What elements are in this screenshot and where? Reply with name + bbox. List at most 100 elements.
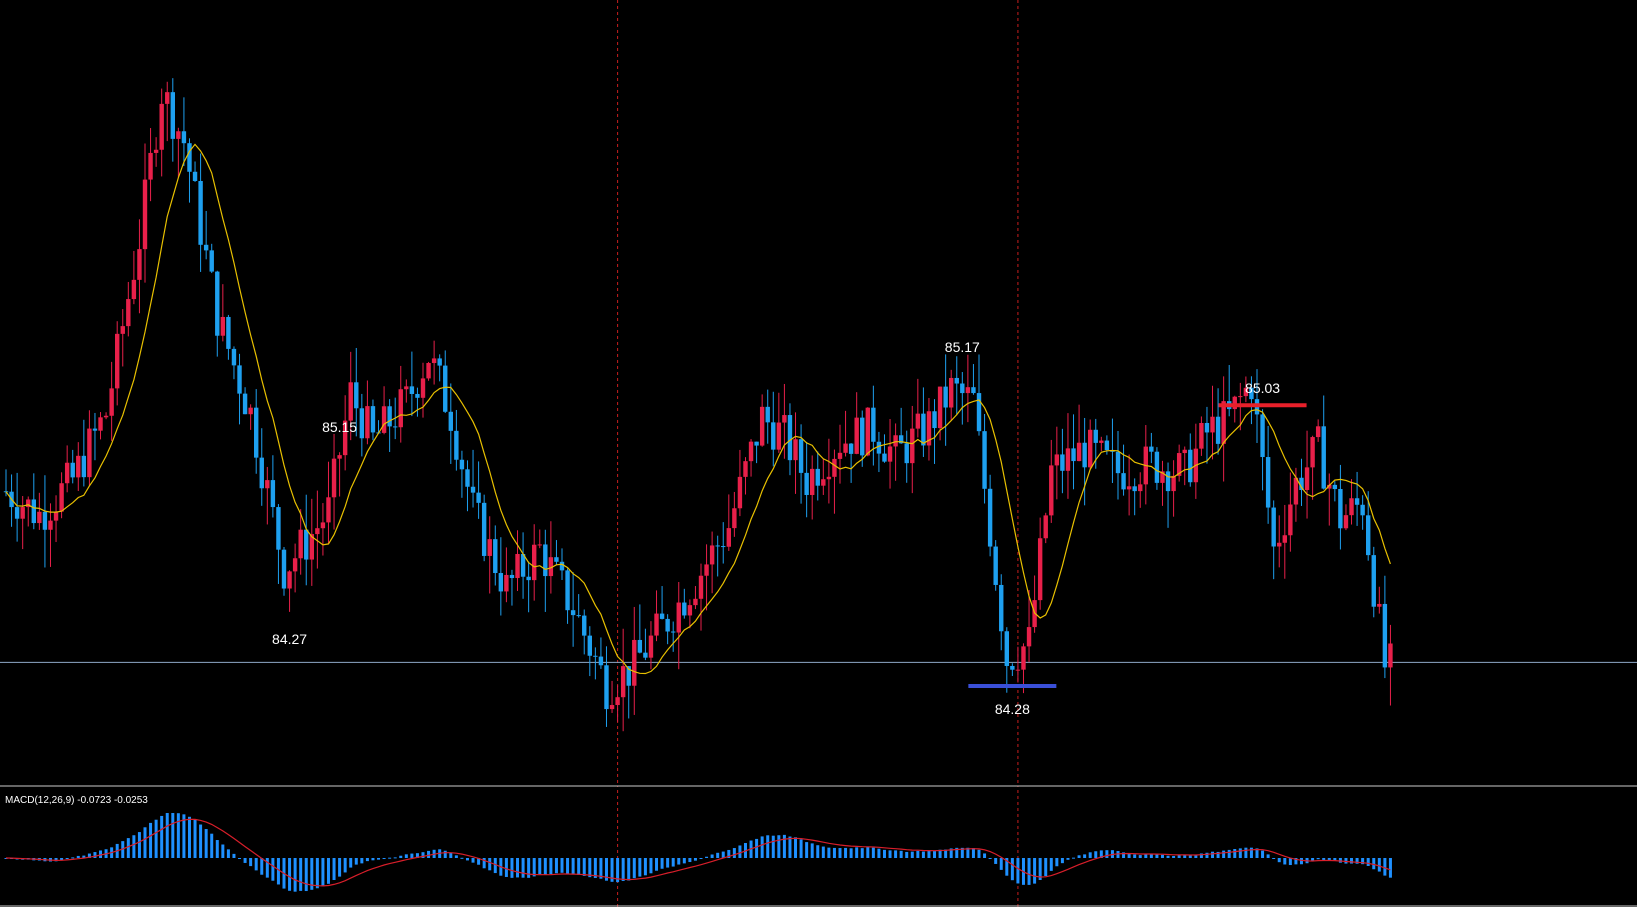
candle-body — [470, 486, 476, 493]
candle-body — [960, 383, 965, 394]
macd-bar — [304, 858, 308, 892]
price-annotation: 85.17 — [945, 339, 980, 355]
candle-body — [693, 598, 698, 606]
candle-body — [526, 576, 531, 581]
candle-body — [320, 522, 326, 529]
candle-body — [487, 539, 492, 556]
macd-bar — [193, 819, 197, 858]
candle — [949, 369, 954, 421]
candle-body — [787, 415, 793, 461]
candle-body — [481, 502, 487, 556]
candle-body — [254, 407, 259, 458]
macd-bar — [682, 858, 686, 864]
candle — [587, 626, 592, 677]
candle — [565, 568, 570, 624]
candle-body — [898, 435, 904, 444]
candle — [687, 599, 693, 629]
macd-bar — [827, 847, 831, 858]
candle — [454, 409, 459, 471]
candle-body — [910, 428, 915, 464]
candle — [1076, 404, 1082, 462]
candle — [759, 394, 765, 447]
candle — [554, 540, 559, 566]
candle-body — [498, 573, 504, 592]
candle-body — [1121, 473, 1126, 490]
candle — [459, 450, 465, 498]
candle-body — [876, 441, 882, 454]
macd-bar — [260, 858, 264, 875]
candle-body — [821, 479, 826, 486]
candle-body — [1171, 475, 1176, 492]
candle — [1304, 430, 1310, 519]
candle-body — [776, 422, 782, 450]
macd-bar — [443, 850, 447, 858]
candle — [682, 588, 687, 619]
candle-body — [404, 386, 409, 390]
candle — [520, 532, 526, 599]
candle — [1154, 447, 1160, 490]
macd-bar — [638, 858, 642, 877]
candle — [1338, 464, 1343, 550]
candle — [165, 81, 170, 142]
macd-bar — [1249, 847, 1253, 858]
candle-body — [632, 639, 637, 686]
candle — [921, 387, 926, 457]
candle — [420, 362, 426, 418]
candle-body — [709, 545, 715, 565]
macd-bar — [1322, 858, 1326, 860]
macd-panel[interactable]: MACD(12,26,9) -0.0723 -0.0253 — [0, 790, 1637, 907]
candle-body — [915, 413, 921, 429]
macd-bar — [226, 849, 230, 858]
candle-body — [1238, 396, 1243, 398]
candle — [671, 621, 676, 652]
candle-body — [1188, 449, 1193, 483]
candle-body — [187, 143, 192, 172]
candle — [320, 503, 326, 556]
macd-bar — [760, 836, 764, 858]
macd-bar — [971, 848, 975, 858]
candle-body — [493, 539, 498, 574]
macd-bar — [516, 858, 520, 878]
candle — [787, 403, 793, 476]
candle — [281, 547, 287, 596]
candle-body — [1026, 627, 1032, 647]
candle-body — [1054, 454, 1060, 466]
candle — [765, 389, 770, 444]
candle — [993, 540, 998, 591]
macd-bar — [132, 835, 136, 858]
candle — [821, 459, 826, 495]
macd-bar — [1177, 855, 1181, 858]
candle-body — [1071, 448, 1076, 462]
price-chart-panel[interactable]: 85.15 84.27 85.17 84.28 85.03 — [0, 0, 1637, 787]
candle — [181, 97, 187, 167]
candle — [476, 461, 481, 519]
candle — [14, 472, 20, 542]
candle-body — [860, 417, 865, 456]
candle — [776, 392, 782, 453]
macd-bar — [477, 858, 481, 865]
candle — [754, 441, 759, 464]
macd-bar — [938, 849, 942, 858]
candle-body — [115, 333, 120, 389]
candle-body — [704, 564, 709, 576]
candle — [215, 270, 220, 357]
macd-bar — [588, 858, 592, 878]
macd-bar — [332, 858, 336, 880]
macd-bar — [649, 858, 653, 874]
macd-bar — [905, 851, 909, 858]
macd-bar — [1155, 854, 1159, 858]
candle-body — [548, 557, 554, 577]
candle-body — [1327, 484, 1332, 489]
candle-body — [443, 365, 448, 412]
macd-bar — [1144, 854, 1148, 858]
candle-body — [448, 411, 453, 431]
macd-bar — [54, 858, 58, 862]
candle — [48, 503, 53, 567]
macd-bar — [582, 858, 586, 876]
macd-bar — [832, 847, 836, 858]
candle-body — [265, 480, 270, 489]
candle-body — [1366, 515, 1371, 556]
candle — [187, 138, 192, 203]
macd-bar — [510, 858, 514, 878]
macd-bar — [137, 832, 141, 858]
